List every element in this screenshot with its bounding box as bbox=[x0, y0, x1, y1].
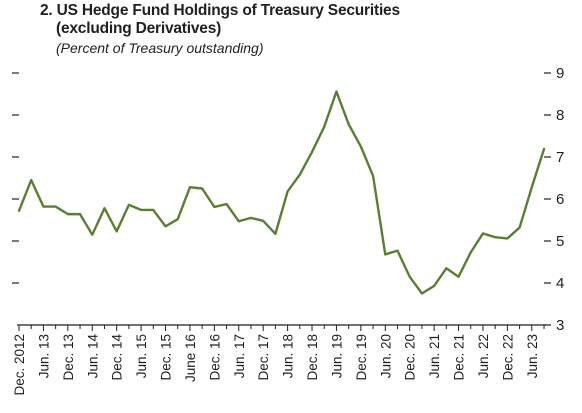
x-tick-label: Jun. 22 bbox=[476, 334, 491, 378]
chart-labels: 3 4 5 6 7 8 9 Dec. 2012 Jun. 13 Dec. 13 Jun. 14 Dec… bbox=[12, 65, 564, 396]
chart-title-line2: (excluding Derivatives) bbox=[56, 20, 222, 37]
chart-series bbox=[17, 90, 546, 295]
x-tick-label: Dec. 21 bbox=[452, 334, 467, 381]
x-tick-label: Dec. 20 bbox=[403, 334, 418, 381]
chart-ticks bbox=[12, 72, 551, 331]
x-tick-label: Jun. 13 bbox=[36, 334, 51, 378]
y-tick-label: 9 bbox=[556, 65, 564, 82]
y-tick-label: 7 bbox=[556, 149, 564, 166]
x-tick-label: Jun. 23 bbox=[525, 334, 540, 378]
chart-subtitle: (Percent of Treasury outstanding) bbox=[56, 40, 264, 56]
x-tick-label: Jun. 18 bbox=[281, 334, 296, 378]
y-tick-label: 4 bbox=[556, 275, 564, 292]
chart-title-line1: 2. US Hedge Fund Holdings of Treasury Se… bbox=[40, 2, 400, 19]
x-tick-label: Dec. 17 bbox=[256, 334, 271, 381]
x-tick-label: Dec. 14 bbox=[110, 334, 125, 381]
x-tick-label: Dec. 2012 bbox=[12, 334, 27, 396]
x-tick-label: June 16 bbox=[183, 334, 198, 382]
chart-title: 2. US Hedge Fund Holdings of Treasury Se… bbox=[40, 2, 400, 38]
x-tick-label: Dec. 18 bbox=[305, 334, 320, 381]
y-tick-label: 6 bbox=[556, 191, 564, 208]
x-tick-label: Dec. 13 bbox=[61, 334, 76, 381]
x-tick-label: Dec. 19 bbox=[354, 334, 369, 381]
x-tick-label: Dec. 15 bbox=[159, 334, 174, 381]
x-tick-label: Jun. 14 bbox=[85, 334, 100, 379]
y-tick-label: 5 bbox=[556, 233, 564, 250]
x-tick-label: Jun. 20 bbox=[378, 334, 393, 378]
x-tick-label: Jun. 21 bbox=[427, 334, 442, 378]
x-tick-label: Jun. 15 bbox=[134, 334, 149, 378]
y-tick-label: 8 bbox=[556, 107, 564, 124]
x-tick-label: Dec. 22 bbox=[500, 334, 515, 381]
x-tick-label: Jun. 19 bbox=[329, 334, 344, 378]
x-tick-label: Jun. 17 bbox=[232, 334, 247, 378]
x-tick-label: Dec. 16 bbox=[207, 334, 222, 381]
series-line bbox=[17, 90, 546, 295]
y-tick-label: 3 bbox=[556, 317, 564, 334]
